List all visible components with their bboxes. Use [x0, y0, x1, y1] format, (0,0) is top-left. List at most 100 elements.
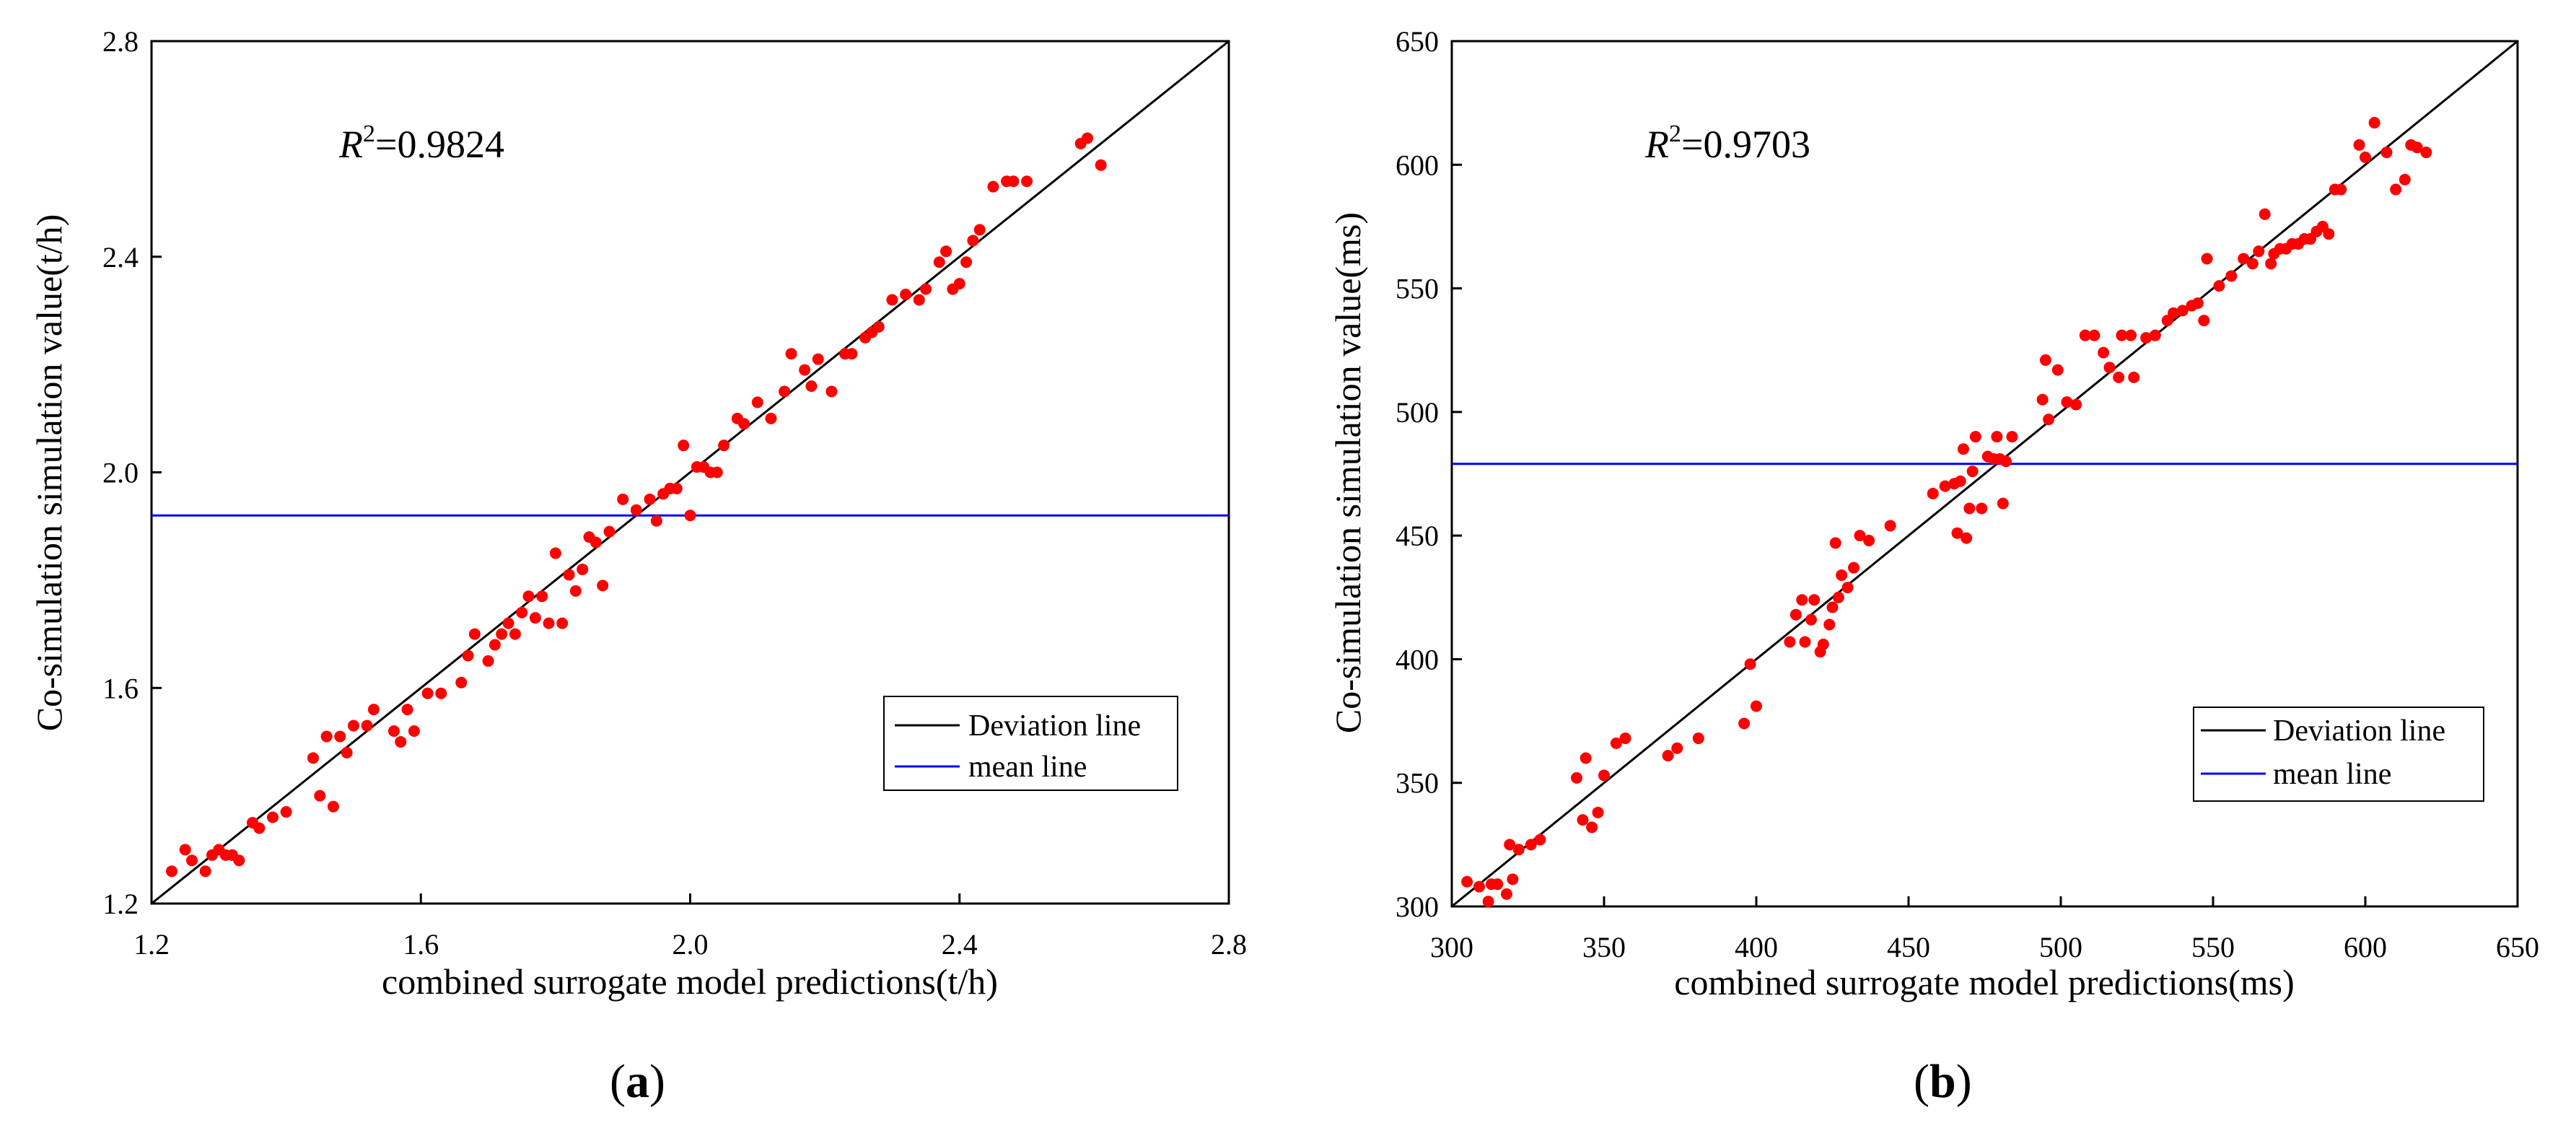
y-tick-label: 300: [1396, 891, 1439, 923]
data-point: [233, 854, 245, 867]
data-point: [1504, 839, 1516, 851]
data-point: [536, 590, 548, 603]
data-point: [1957, 443, 1969, 455]
tick-marks: [150, 40, 1230, 905]
data-point: [2176, 305, 2189, 317]
data-point: [1991, 431, 2003, 443]
data-point: [678, 440, 690, 452]
data-point: [1598, 769, 1610, 782]
data-point: [2246, 258, 2259, 270]
r2-symbol: R: [338, 123, 363, 166]
data-points: [1461, 117, 2432, 908]
data-point: [2128, 371, 2140, 383]
x-tick-label: 400: [1735, 931, 1778, 963]
y-tick-label: 650: [1396, 25, 1439, 58]
data-point: [2213, 280, 2225, 292]
data-point: [2149, 329, 2161, 341]
data-point: [367, 704, 380, 716]
y-tick-label: 1.2: [102, 888, 139, 920]
y-tick-label: 400: [1396, 643, 1439, 676]
data-point: [1744, 658, 1756, 670]
data-point: [1610, 737, 1622, 749]
data-point: [1586, 821, 1598, 834]
data-point: [785, 348, 797, 360]
data-point: [2238, 253, 2250, 265]
y-tick-label: 600: [1396, 149, 1439, 181]
y-tick-label: 2.4: [102, 241, 139, 274]
data-point: [1854, 530, 1866, 542]
data-point: [2323, 228, 2335, 240]
data-point: [1817, 638, 1829, 650]
data-point: [1963, 502, 1976, 515]
y-tick-label: 350: [1396, 767, 1439, 800]
data-point: [2335, 183, 2347, 196]
data-point: [2398, 173, 2411, 185]
data-point: [2036, 393, 2049, 406]
data-point: [650, 515, 662, 527]
data-point: [1823, 618, 1836, 631]
data-point: [2411, 141, 2423, 154]
y-tick-label: 450: [1396, 520, 1439, 552]
data-point: [2368, 117, 2380, 129]
data-point: [872, 320, 885, 333]
x-tick-label: 300: [1430, 931, 1473, 963]
data-point: [320, 730, 333, 743]
data-point: [2103, 362, 2116, 374]
data-point: [2051, 364, 2064, 376]
data-point: [1927, 487, 1939, 499]
data-point: [516, 606, 528, 618]
data-point: [1808, 594, 1821, 606]
data-point: [2201, 253, 2213, 265]
data-point: [2125, 329, 2137, 341]
r2-value: =0.9703: [1681, 123, 1810, 166]
data-point: [812, 353, 824, 365]
data-point: [765, 412, 777, 424]
data-point: [1799, 636, 1811, 648]
data-point: [2088, 329, 2100, 341]
data-point: [569, 585, 582, 597]
legend: Deviation line mean line: [2193, 707, 2484, 802]
data-point: [387, 725, 400, 737]
data-point: [347, 720, 359, 732]
data-point: [1482, 896, 1494, 908]
data-point: [1738, 717, 1751, 730]
y-tick-label: 1.6: [102, 672, 139, 704]
legend-deviation-label: Deviation line: [2273, 714, 2445, 748]
data-point: [1863, 534, 1875, 546]
x-tick-label: 2.0: [673, 928, 709, 961]
data-point: [556, 617, 569, 629]
data-point: [1884, 520, 1896, 532]
data-point: [563, 569, 575, 581]
y-axis-title: Co-simulation simulation value(t/h): [29, 214, 69, 732]
data-point: [408, 725, 420, 737]
data-point: [630, 504, 642, 516]
x-tick-label: 2.8: [1211, 928, 1247, 961]
x-tick-label: 550: [2191, 931, 2235, 963]
data-point: [327, 800, 339, 813]
data-point: [738, 418, 750, 430]
data-point: [603, 525, 615, 538]
data-point: [2061, 396, 2073, 408]
data-point: [529, 612, 541, 624]
data-point: [307, 752, 319, 764]
x-tick-label: 350: [1582, 931, 1626, 963]
legend-mean-label: mean line: [968, 751, 1087, 784]
data-point: [395, 735, 407, 748]
data-point: [2116, 329, 2128, 341]
x-tick-label: 1.6: [403, 928, 439, 961]
r2-exponent: 2: [363, 121, 375, 147]
y-axis-title: Co-simulation simulation value(ms): [1328, 212, 1368, 733]
data-point: [543, 617, 555, 629]
data-point: [2039, 354, 2051, 366]
legend-mean-label: mean line: [2273, 758, 2391, 791]
data-point: [1796, 594, 1808, 606]
data-point: [2000, 455, 2012, 468]
data-point: [1692, 733, 1704, 745]
data-point: [1954, 475, 1966, 487]
data-point: [1976, 502, 1988, 515]
data-point: [1848, 561, 1860, 574]
data-point: [2198, 315, 2210, 327]
data-point: [1007, 175, 1020, 188]
data-point: [2253, 245, 2265, 258]
